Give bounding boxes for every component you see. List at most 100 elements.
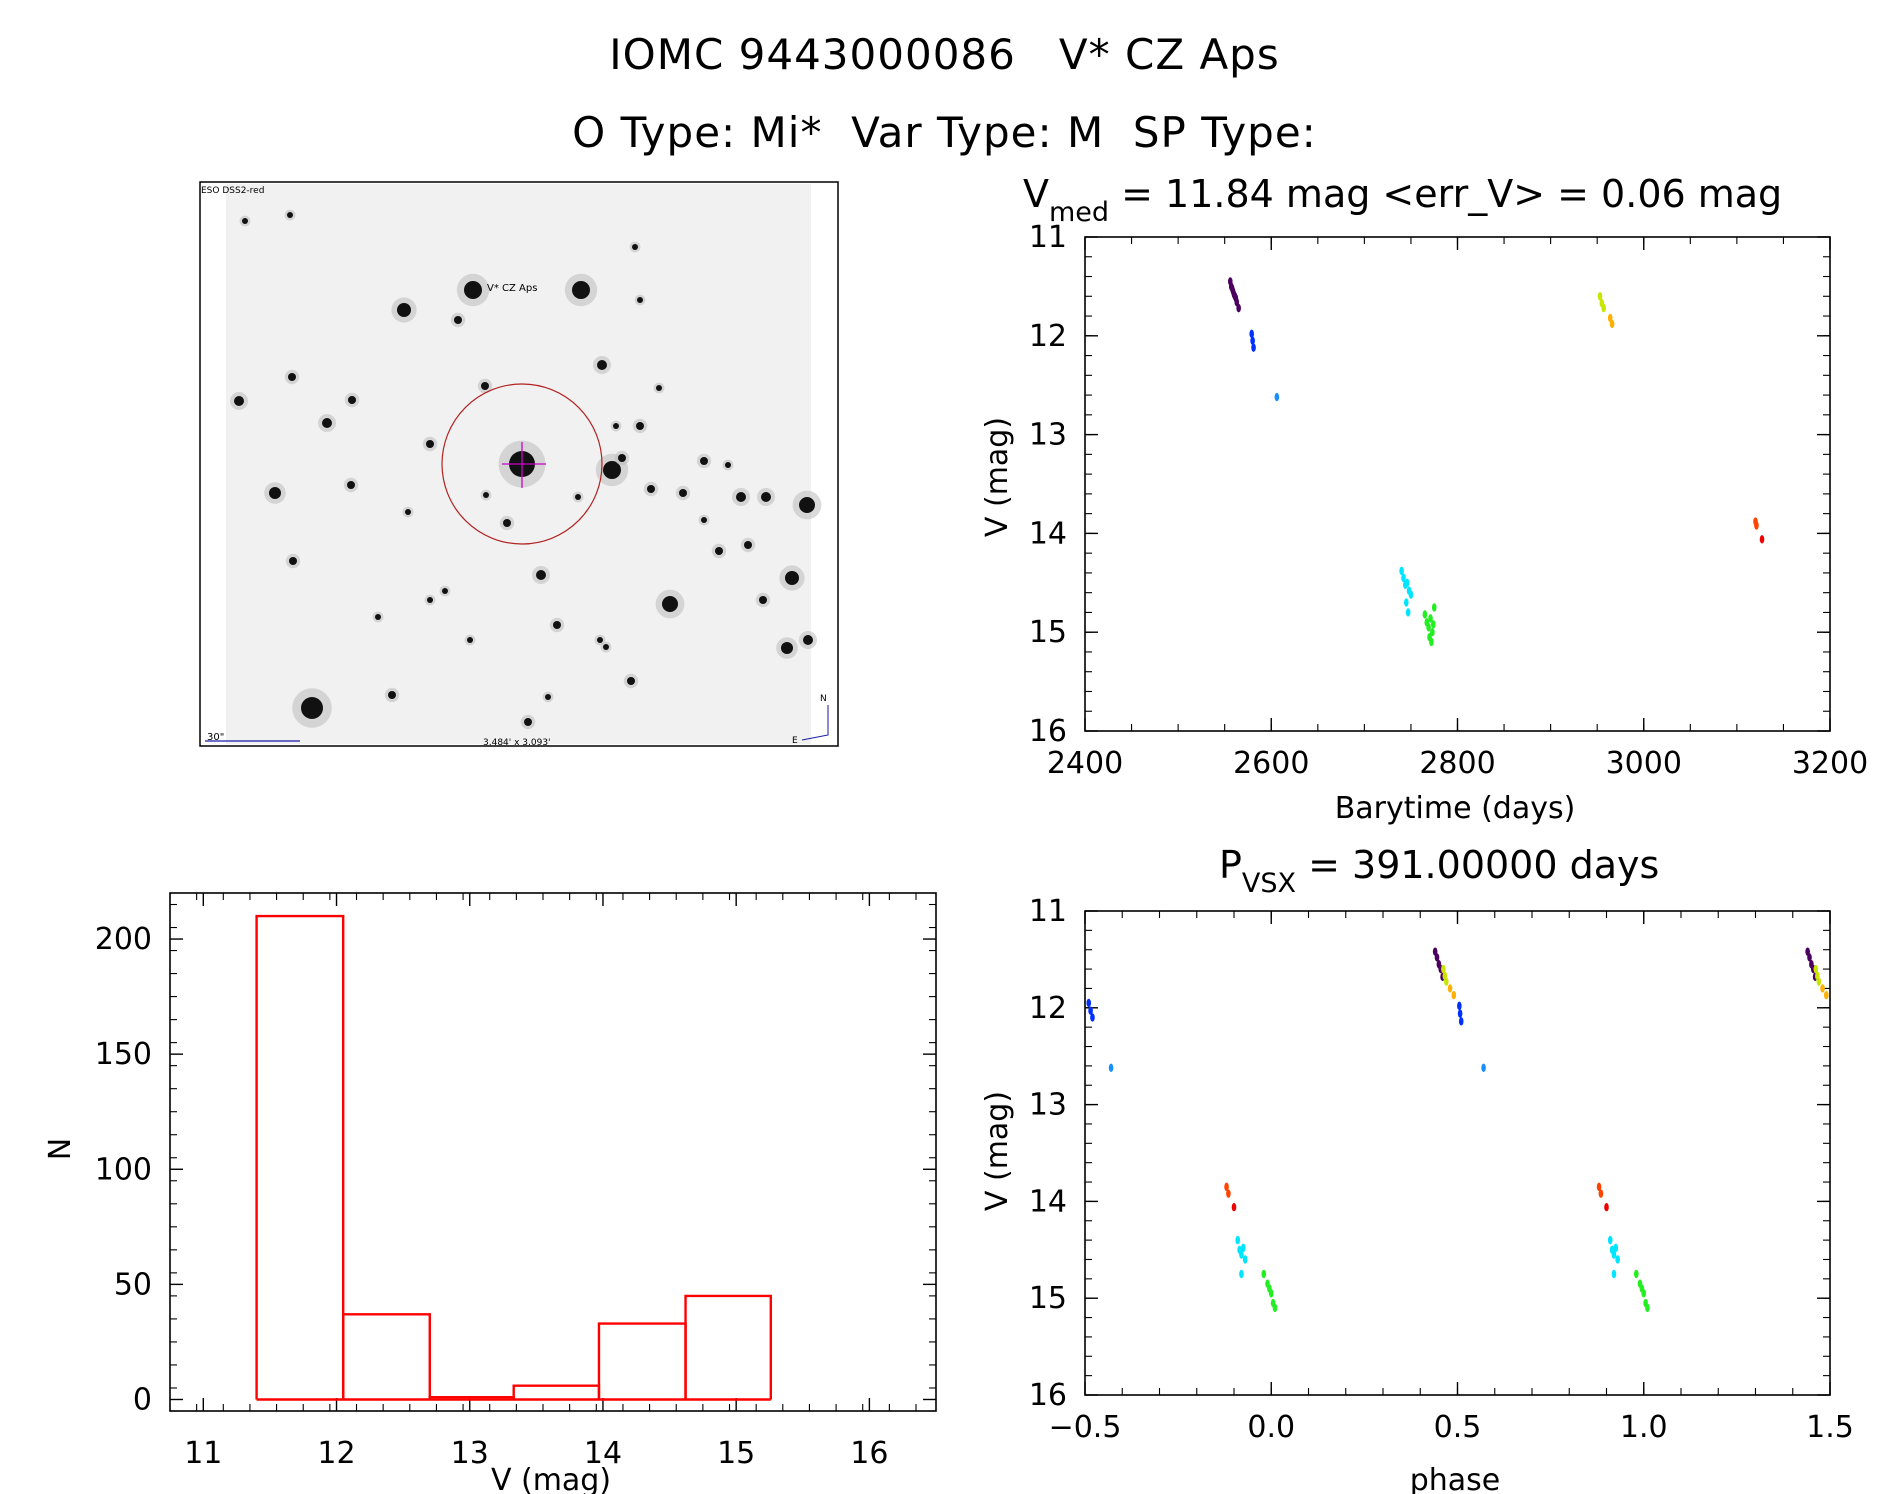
star bbox=[736, 492, 746, 502]
star bbox=[322, 418, 332, 428]
data-point bbox=[1226, 1189, 1231, 1198]
figure-subtitle: O Type: Mi* Var Type: M SP Type: bbox=[572, 108, 1317, 157]
data-point bbox=[1404, 578, 1410, 587]
data-point bbox=[1604, 1203, 1609, 1212]
y-tick-label: 14 bbox=[1029, 516, 1067, 551]
data-point bbox=[1607, 1235, 1613, 1245]
star bbox=[627, 677, 635, 685]
star bbox=[234, 396, 244, 406]
data-point bbox=[1251, 343, 1256, 352]
data-point bbox=[1645, 1303, 1650, 1313]
y-tick-label: 11 bbox=[1029, 220, 1067, 255]
star bbox=[618, 454, 626, 462]
star bbox=[442, 588, 448, 594]
star bbox=[288, 373, 296, 381]
data-point bbox=[1481, 1063, 1486, 1073]
y-tick-label: 15 bbox=[1029, 1281, 1067, 1316]
x-tick-label: 0.5 bbox=[1434, 1410, 1482, 1445]
star bbox=[761, 492, 771, 502]
y-tick-label: 150 bbox=[95, 1037, 152, 1072]
data-point bbox=[1596, 1182, 1602, 1192]
data-point bbox=[1250, 336, 1255, 345]
x-tick-label: 2600 bbox=[1233, 746, 1309, 781]
east-label: E bbox=[792, 736, 798, 746]
data-point bbox=[1236, 303, 1241, 313]
histogram-bar bbox=[597, 1322, 687, 1400]
star bbox=[553, 621, 561, 629]
y-tick-label: 100 bbox=[95, 1152, 152, 1187]
star bbox=[348, 396, 356, 404]
star bbox=[388, 691, 396, 699]
data-point bbox=[1422, 610, 1428, 619]
y-tick-label: 13 bbox=[1029, 1088, 1067, 1123]
data-point bbox=[1239, 1250, 1244, 1259]
data-point bbox=[1601, 303, 1607, 313]
x-tick-label: 11 bbox=[184, 1436, 222, 1471]
data-point bbox=[1108, 1063, 1114, 1073]
lightcurve-title-sub: med bbox=[1049, 197, 1109, 228]
data-point bbox=[1816, 977, 1822, 986]
star bbox=[427, 597, 433, 603]
y-tick-label: 12 bbox=[1029, 991, 1067, 1026]
data-point bbox=[1634, 1269, 1639, 1279]
figure-title: IOMC 9443000086 V* CZ Aps bbox=[609, 30, 1280, 79]
data-point bbox=[1447, 984, 1453, 993]
y-tick-label: 12 bbox=[1029, 319, 1067, 354]
star bbox=[287, 212, 293, 218]
y-tick-label: 14 bbox=[1029, 1184, 1067, 1219]
data-point bbox=[1754, 521, 1759, 530]
data-point bbox=[1807, 953, 1812, 962]
x-tick-label: 1.5 bbox=[1806, 1410, 1854, 1445]
star bbox=[799, 497, 815, 513]
data-point bbox=[1242, 1255, 1248, 1264]
plot-frame bbox=[1084, 236, 1831, 732]
histogram-xlabel: V (mag) bbox=[491, 1463, 611, 1494]
scale-label: 30" bbox=[207, 732, 224, 743]
data-point bbox=[1235, 1235, 1241, 1245]
data-point bbox=[1451, 991, 1457, 1000]
star bbox=[715, 547, 723, 555]
star bbox=[301, 697, 323, 719]
star bbox=[597, 637, 603, 643]
star bbox=[656, 385, 662, 391]
star bbox=[375, 614, 381, 620]
object-label: V* CZ Aps bbox=[487, 283, 537, 294]
lightcurve-title-rest: = 11.84 mag <err_V> = 0.06 mag bbox=[1109, 172, 1782, 216]
data-point bbox=[1272, 1303, 1278, 1313]
data-point bbox=[1431, 603, 1437, 612]
star bbox=[603, 644, 609, 650]
data-point bbox=[1441, 964, 1446, 974]
phased-title-sub: VSX bbox=[1242, 868, 1296, 899]
y-tick-label: 16 bbox=[1029, 1378, 1067, 1413]
phased-plot: PVSX = 391.00000 days phase V (mag) −0.5… bbox=[980, 843, 1854, 1494]
lightcurve-ylabel: V (mag) bbox=[980, 417, 1015, 537]
data-point bbox=[1232, 292, 1238, 301]
star bbox=[701, 517, 707, 523]
histogram-bar bbox=[512, 1384, 601, 1400]
compass-arrows bbox=[801, 705, 829, 741]
star bbox=[632, 244, 638, 250]
data-point bbox=[1224, 1182, 1229, 1192]
star bbox=[454, 316, 462, 324]
star bbox=[269, 487, 281, 499]
data-point bbox=[1759, 535, 1765, 544]
star bbox=[759, 596, 767, 604]
star bbox=[603, 461, 621, 479]
data-point bbox=[1231, 1203, 1237, 1212]
data-point bbox=[1457, 1001, 1462, 1011]
y-tick-label: 50 bbox=[114, 1267, 152, 1302]
x-tick-label: −0.5 bbox=[1049, 1410, 1122, 1445]
data-point bbox=[1457, 1009, 1463, 1018]
star bbox=[679, 489, 687, 497]
histogram-ylabel: N bbox=[43, 1138, 78, 1160]
x-tick-label: 2400 bbox=[1047, 746, 1123, 781]
data-point bbox=[1597, 292, 1603, 301]
data-point bbox=[1611, 1250, 1617, 1259]
data-point bbox=[1613, 1243, 1619, 1253]
star bbox=[545, 694, 551, 700]
x-tick-label: 0.0 bbox=[1247, 1410, 1295, 1445]
star-field bbox=[230, 209, 822, 730]
histogram-plot: V (mag) N 11 12 13 14 15 16 0 50 100 150 200 bbox=[43, 892, 937, 1494]
data-point bbox=[1249, 329, 1254, 339]
